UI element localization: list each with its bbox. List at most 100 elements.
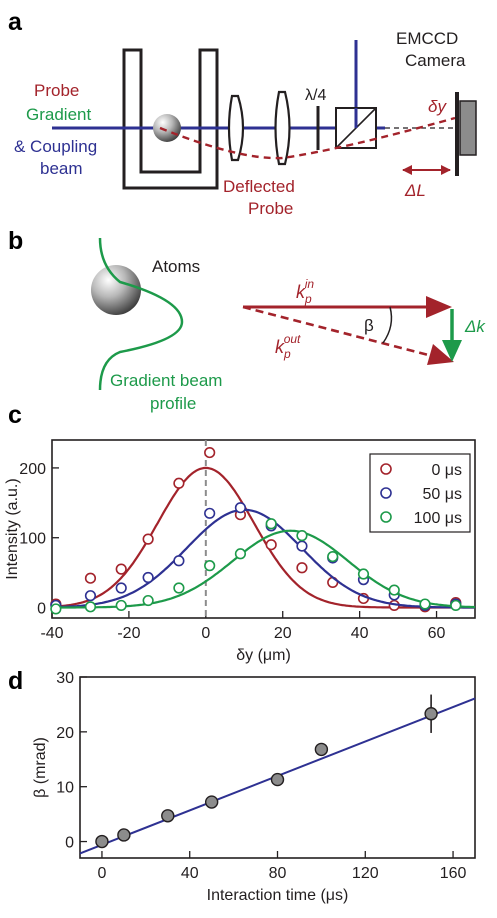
lens-2 <box>274 90 291 166</box>
k-in-subscript: p <box>304 292 312 306</box>
data-point <box>204 795 219 809</box>
data-point-series-0 <box>296 562 308 574</box>
k-out-symbol: k <box>275 337 285 357</box>
panel-a: a λ/4 EMCCD Camera δy ΔL Probe Gradi <box>8 8 477 218</box>
data-point <box>314 742 329 757</box>
data-point-series-2 <box>84 601 97 613</box>
data-point-series-2 <box>388 584 400 596</box>
data-point-series-2 <box>204 560 216 572</box>
delta-k-label: Δk <box>464 317 486 336</box>
y-tick-label: 30 <box>56 670 74 687</box>
deflected-probe-beam <box>159 116 456 160</box>
data-point <box>117 828 131 842</box>
panel-d-letter: d <box>8 667 23 695</box>
data-point-series-1 <box>204 507 216 519</box>
k-in-label: kpin <box>296 277 314 306</box>
data-point-series-2 <box>419 598 431 610</box>
y-tick-label: 0 <box>37 601 46 618</box>
camera-sensor <box>455 92 459 176</box>
beta-angle-arc <box>382 306 393 344</box>
dy-label: δy <box>428 97 447 116</box>
y-axis-label: β (mrad) <box>32 737 49 798</box>
k-in-arrowhead <box>426 296 452 318</box>
camera-body <box>459 100 477 156</box>
deflected-probe-label-line1: Deflected <box>223 177 295 196</box>
legend: 0 μs 50 μs 100 μs <box>369 453 471 533</box>
data-point-series-1 <box>115 582 127 594</box>
gradient-profile-label-line1: Gradient beam <box>110 371 222 390</box>
data-point <box>161 809 175 823</box>
data-point-series-2 <box>327 550 339 563</box>
data-point-series-1 <box>142 571 154 584</box>
camera-label-line2: Camera <box>405 51 466 70</box>
data-point-series-2 <box>142 594 154 607</box>
camera-label-line1: EMCCD <box>396 29 458 48</box>
data-point-series-1 <box>173 555 185 567</box>
k-out-subscript: p <box>283 347 291 361</box>
atoms-sphere <box>91 265 141 315</box>
data-point <box>95 834 109 849</box>
x-tick-label: 0 <box>201 625 210 642</box>
fit-curve-series-2 <box>52 529 476 609</box>
deflection-angle-chart: 0 40 80 120 160 0 10 20 30 Interaction time (μs) β… <box>32 670 476 904</box>
data-point-series-2 <box>50 603 62 615</box>
panel-d: d 0 40 80 120 160 0 10 20 30 Interaction time (μs… <box>8 667 476 904</box>
gradient-profile-label-line2: profile <box>150 394 196 413</box>
data-point-series-1 <box>234 502 247 514</box>
data-point-series-0 <box>84 572 97 584</box>
data-point-series-2 <box>234 548 247 560</box>
data-point-series-0 <box>115 563 127 575</box>
data-point-series-2 <box>357 568 370 580</box>
k-out-arrow <box>242 305 441 360</box>
legend-label-2: 100 μs <box>414 510 462 527</box>
legend-label-1: 50 μs <box>423 486 462 503</box>
y-tick-label: 0 <box>65 835 74 852</box>
y-tick-label: 20 <box>56 725 74 742</box>
beam-label: beam <box>40 159 83 178</box>
x-axis-label: Interaction time (μs) <box>207 887 349 904</box>
x-tick-label: 160 <box>440 865 467 882</box>
beta-label: β <box>364 316 374 335</box>
y-axis-label: Intensity (a.u.) <box>4 478 21 579</box>
x-tick-label: 40 <box>351 625 369 642</box>
x-tick-label: 40 <box>181 865 199 882</box>
data-point-series-2 <box>450 599 462 612</box>
probe-label: Probe <box>34 81 79 100</box>
k-out-arrowhead <box>427 344 454 365</box>
gradient-label: Gradient <box>26 105 91 124</box>
intensity-profile-chart: -40 -20 0 20 40 60 0 100 200 δy (μm) Intensity (a.… <box>4 439 476 664</box>
data-point <box>270 772 285 787</box>
lens-1 <box>227 94 245 162</box>
x-tick-label: 120 <box>352 865 379 882</box>
k-out-label: kpout <box>275 332 301 361</box>
vacuum-cell <box>122 48 219 190</box>
delta-l-label: ΔL <box>404 181 426 200</box>
data-point-series-1 <box>84 590 97 602</box>
data-point-series-0 <box>265 539 277 551</box>
coupling-label: & Coupling <box>14 137 97 156</box>
y-tick-label: 100 <box>19 531 46 548</box>
plot-frame <box>51 439 476 619</box>
quarter-wave-plate-label: λ/4 <box>305 87 326 104</box>
data-point-series-2 <box>265 518 277 530</box>
deflected-probe-label-line2: Probe <box>248 199 293 218</box>
x-tick-label: -40 <box>40 625 63 642</box>
k-in-symbol: k <box>296 282 306 302</box>
data-point-series-0 <box>173 477 185 489</box>
legend-marker-2 <box>380 511 392 523</box>
panel-c-letter: c <box>8 401 22 429</box>
data-point-series-0 <box>142 533 154 545</box>
panel-c: c -40 -20 0 20 40 60 0 100 200 δy (μm) Intensity (… <box>4 401 476 664</box>
k-in-superscript: in <box>305 277 315 291</box>
x-tick-label: 60 <box>428 625 446 642</box>
atom-cloud-sphere <box>153 114 181 142</box>
x-tick-label: -20 <box>117 625 140 642</box>
y-tick-label: 200 <box>19 461 46 478</box>
legend-marker-1 <box>380 487 392 499</box>
panel-a-letter: a <box>8 8 23 36</box>
panel-b: b Atoms Gradient beam profile β Δk kpin … <box>8 227 486 413</box>
panel-b-letter: b <box>8 227 23 255</box>
x-tick-label: 0 <box>97 865 106 882</box>
data-point-series-2 <box>296 530 308 542</box>
